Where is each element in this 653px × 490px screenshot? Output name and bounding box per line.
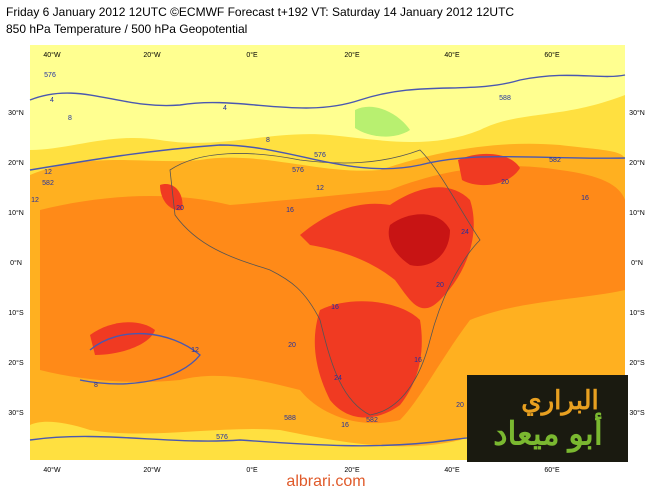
contour-label: 4 [50, 97, 54, 104]
lat-label: 20°S [629, 359, 645, 367]
lon-label: 20°W [143, 466, 161, 474]
lat-label: 20°N [8, 159, 24, 167]
contour-label: 20 [456, 402, 464, 409]
lat-label: 30°S [8, 409, 24, 417]
lon-label: 20°E [344, 466, 360, 474]
contour-label: 20 [436, 282, 444, 289]
contour-label: 12 [31, 197, 39, 204]
lon-label: 20°W [143, 51, 161, 59]
lat-label: 20°N [629, 159, 645, 167]
contour-label: 8 [266, 137, 270, 144]
watermark-site: albrari.com [286, 473, 365, 490]
lat-label: 30°S [629, 409, 645, 417]
contour-label: 8 [68, 115, 72, 122]
lon-label: 20°E [344, 51, 360, 59]
contour-label: 20 [288, 342, 296, 349]
lon-label: 40°W [43, 51, 61, 59]
contour-label: 576 [314, 152, 326, 159]
watermark-brand: البراري [521, 385, 598, 416]
contour-label: 16 [341, 422, 349, 429]
lat-label: 10°S [8, 309, 24, 317]
contour-label: 16 [331, 304, 339, 311]
contour-label: 588 [284, 415, 296, 422]
title: Friday 6 January 2012 12UTC ©ECMWF Forec… [6, 5, 514, 19]
lon-label: 60°E [544, 466, 560, 474]
contour-label: 582 [549, 157, 561, 164]
contour-label: 20 [501, 179, 509, 186]
contour-label: 576 [44, 72, 56, 79]
contour-label: 8 [94, 382, 98, 389]
lat-label: 20°S [8, 359, 24, 367]
lon-label: 0°E [246, 51, 258, 59]
lon-label: 0°E [246, 466, 258, 474]
contour-label: 12 [191, 347, 199, 354]
lat-label: 0°N [631, 259, 643, 267]
contour-label: 576 [292, 167, 304, 174]
contour-label: 582 [366, 417, 378, 424]
lat-label: 30°N [8, 109, 24, 117]
lat-label: 10°S [629, 309, 645, 317]
watermark-box [467, 375, 628, 462]
watermark-name: أبو ميعاد [493, 411, 602, 453]
contour-label: 582 [42, 180, 54, 187]
lat-label: 0°N [10, 259, 22, 267]
lon-label: 40°E [444, 466, 460, 474]
lon-label: 60°E [544, 51, 560, 59]
contour-label: 16 [581, 195, 589, 202]
lat-label: 10°N [8, 209, 24, 217]
contour-label: 16 [414, 357, 422, 364]
contour-label: 24 [334, 375, 342, 382]
contour-label: 576 [216, 434, 228, 441]
contour-label: 12 [44, 169, 52, 176]
lon-label: 40°E [444, 51, 460, 59]
lat-label: 10°N [629, 209, 645, 217]
subtitle: 850 hPa Temperature / 500 hPa Geopotenti… [6, 22, 247, 36]
lat-label: 30°N [629, 109, 645, 117]
contour-label: 4 [223, 105, 227, 112]
contour-label: 12 [316, 185, 324, 192]
contour-label: 588 [499, 95, 511, 102]
lon-label: 40°W [43, 466, 61, 474]
contour-label: 24 [461, 229, 469, 236]
contour-label: 16 [286, 207, 294, 214]
contour-label: 20 [176, 205, 184, 212]
